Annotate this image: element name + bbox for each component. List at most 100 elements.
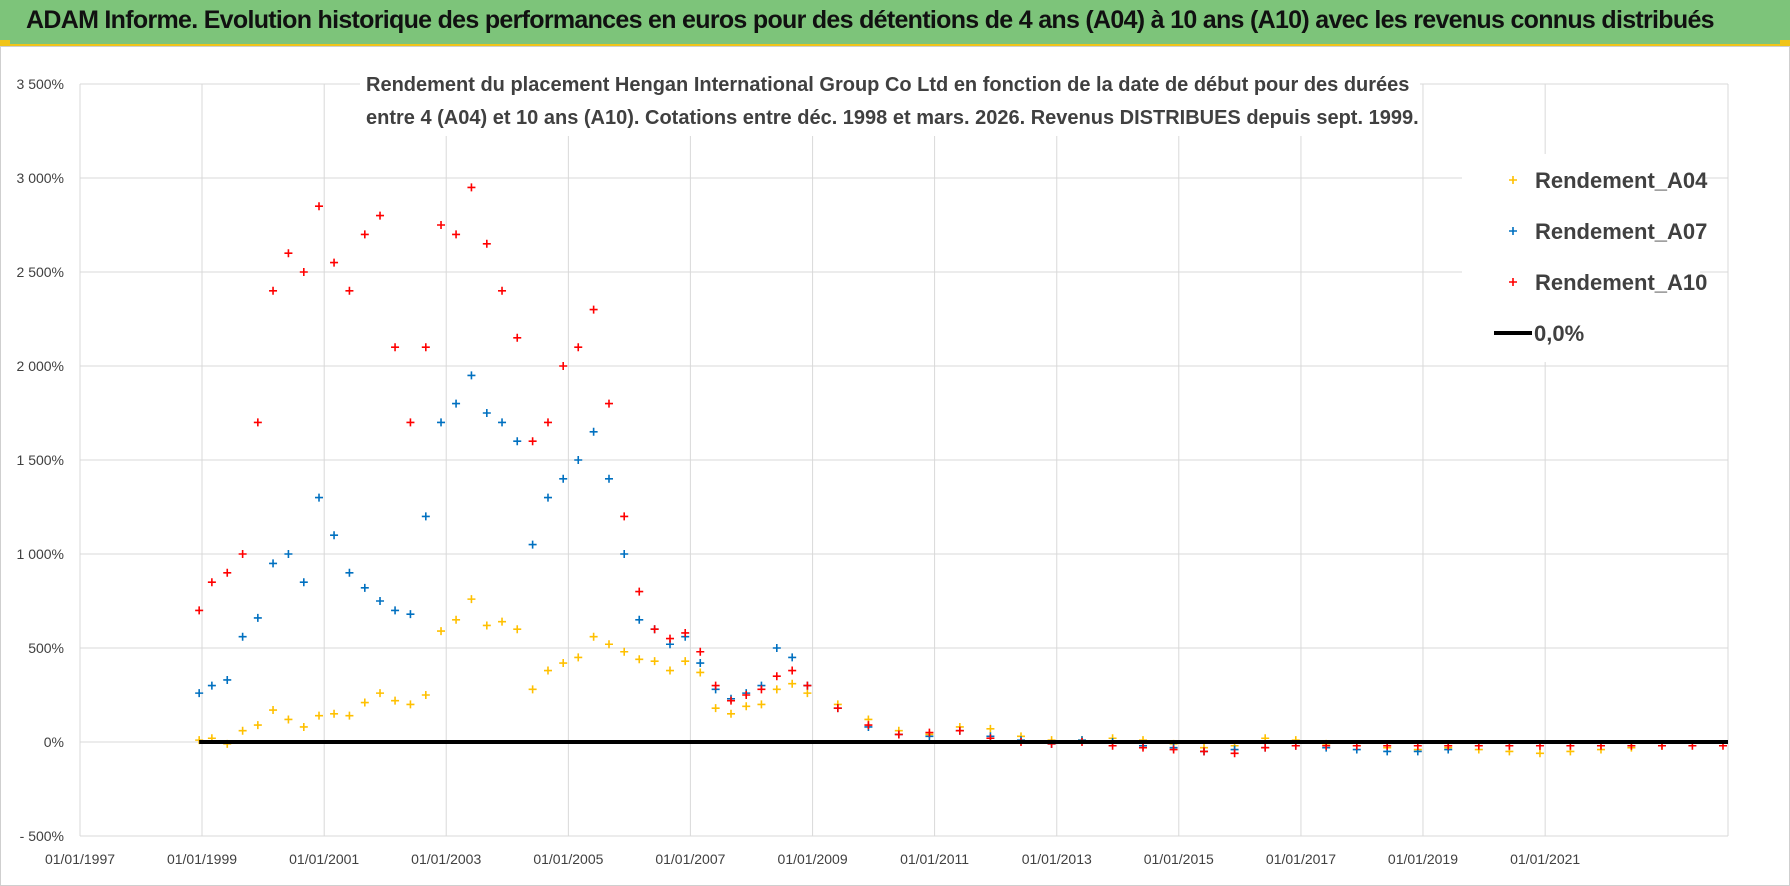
x-tick-label: 01/01/1997 [45, 851, 115, 867]
data-point [391, 696, 400, 705]
data-point [360, 230, 369, 239]
data-point [711, 681, 720, 690]
data-point [315, 711, 324, 720]
data-point [803, 689, 812, 698]
data-point [620, 550, 629, 558]
legend: Rendement_A04 Rendement_A07 Rendement_A10 0… [1462, 154, 1708, 362]
data-point [223, 568, 232, 577]
data-point [803, 681, 812, 690]
data-point [650, 657, 659, 666]
data-point [513, 437, 522, 446]
legend-label: 0,0% [1534, 321, 1584, 346]
data-point [742, 702, 751, 711]
legend-label: Rendement_A07 [1535, 219, 1707, 244]
data-point [406, 418, 415, 427]
x-tick-label: 01/01/2001 [289, 851, 359, 867]
data-point [513, 625, 522, 634]
plot-area [195, 183, 1728, 758]
data-point [757, 700, 766, 709]
x-tick-label: 01/01/2013 [1022, 851, 1092, 867]
series-rendement-a07 [195, 371, 1453, 756]
data-point [772, 672, 781, 681]
data-point [513, 333, 522, 342]
data-point [207, 578, 216, 587]
data-point [788, 666, 797, 675]
data-point [482, 409, 491, 417]
data-point [330, 258, 339, 267]
data-point [894, 730, 903, 739]
data-point [574, 343, 583, 352]
y-tick-label: 2 000% [17, 358, 64, 374]
data-point [1139, 743, 1148, 752]
data-point [925, 728, 934, 737]
data-point [238, 726, 247, 735]
data-point [452, 230, 461, 239]
series-rendement-a10 [195, 183, 1727, 758]
data-point [666, 634, 675, 643]
data-point [406, 610, 415, 619]
data-point [452, 615, 461, 624]
legend-plus-marker [1509, 176, 1517, 184]
data-point [696, 659, 705, 668]
data-point [650, 625, 659, 634]
data-point [223, 675, 232, 684]
data-point [269, 286, 278, 295]
data-point [635, 587, 644, 596]
data-point [788, 653, 797, 662]
data-point [696, 668, 705, 677]
x-tick-label: 01/01/2021 [1510, 851, 1580, 867]
data-point [376, 597, 385, 605]
data-point [589, 632, 598, 641]
data-point [253, 721, 262, 730]
data-point [589, 305, 598, 314]
data-point [742, 691, 751, 699]
corner-mark-left [0, 40, 10, 45]
corner-mark-right [1780, 40, 1790, 45]
x-tick-label: 01/01/2007 [655, 851, 725, 867]
y-tick-label: 3 000% [17, 170, 64, 186]
data-point [284, 550, 293, 558]
data-point [238, 550, 247, 558]
data-point [604, 474, 613, 483]
data-point [498, 617, 507, 626]
data-point [1200, 747, 1209, 756]
data-point [360, 698, 369, 707]
y-tick-label: 500% [28, 640, 64, 656]
x-tick-label: 01/01/2019 [1388, 851, 1458, 867]
legend-plus-marker [1509, 278, 1517, 286]
y-tick-label: 1 000% [17, 546, 64, 562]
data-point [345, 286, 354, 295]
x-tick-label: 01/01/2017 [1266, 851, 1336, 867]
data-point [376, 211, 385, 220]
data-point [528, 437, 537, 446]
legend-background [1462, 154, 1700, 362]
data-point [238, 632, 247, 641]
x-tick-label: 01/01/2005 [533, 851, 603, 867]
data-point [635, 655, 644, 664]
chart-subtitle: entre 4 (A04) et 10 ans (A10). Cotations… [366, 107, 1419, 129]
data-point [772, 685, 781, 694]
y-tick-label: 1 500% [17, 452, 64, 468]
data-point [253, 418, 262, 427]
title-background [360, 68, 1420, 136]
data-point [604, 399, 613, 408]
data-point [391, 343, 400, 352]
y-tick-label: - 500% [20, 828, 64, 844]
data-point [986, 724, 995, 733]
data-point [666, 666, 675, 675]
legend-plus-marker [1509, 227, 1517, 235]
data-point [528, 540, 537, 549]
data-point [421, 691, 430, 699]
x-tick-label: 01/01/2015 [1144, 851, 1214, 867]
data-point [467, 183, 476, 192]
legend-label: Rendement_A10 [1535, 270, 1707, 295]
data-point [482, 239, 491, 248]
data-point [574, 653, 583, 662]
data-point [864, 721, 873, 730]
data-point [437, 418, 446, 427]
data-point [543, 666, 552, 675]
data-point [635, 615, 644, 624]
data-point [437, 627, 446, 636]
data-point [757, 685, 766, 694]
